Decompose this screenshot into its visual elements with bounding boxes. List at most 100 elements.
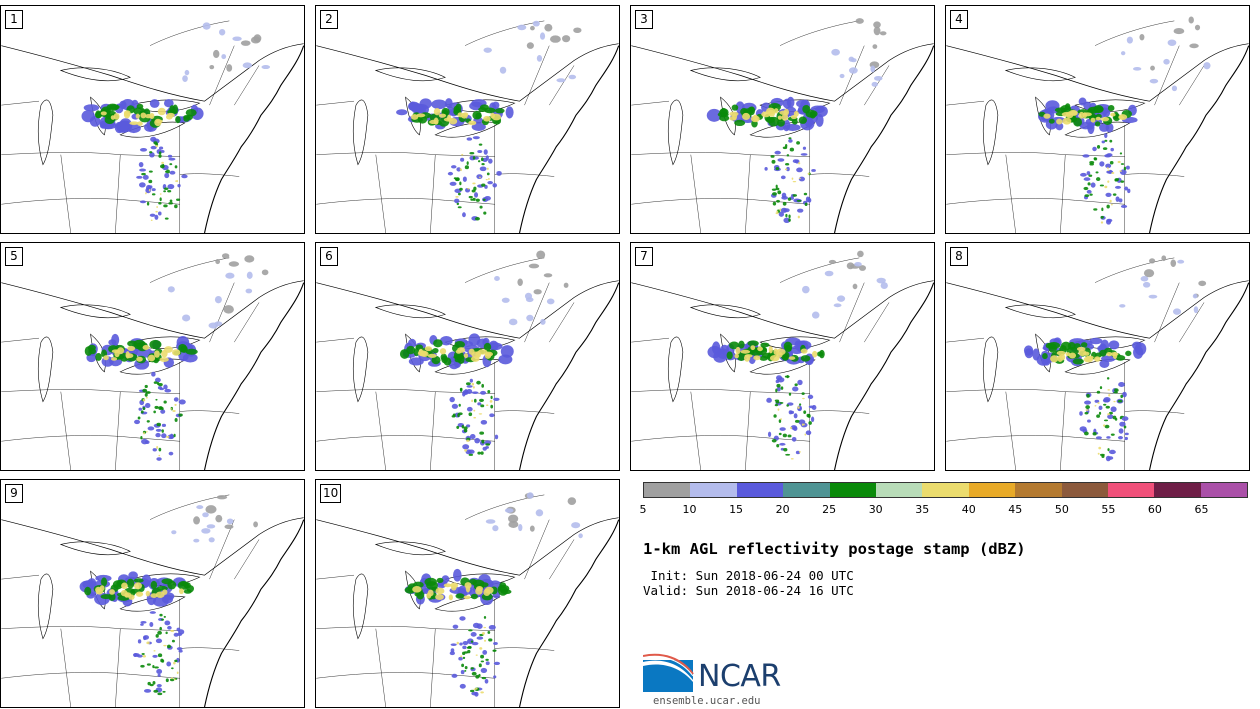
reflectivity-cell [777,115,783,120]
reflectivity-cell [1126,36,1133,44]
reflectivity-cell [536,55,543,62]
reflectivity-cell [462,212,466,218]
colorbar-segment [690,483,737,497]
reflectivity-cell [802,397,805,400]
reflectivity-cell [786,166,790,172]
reflectivity-cell [221,253,230,259]
stamp-panel-8: 8 [945,242,1250,471]
reflectivity-cell [149,683,154,687]
reflectivity-cell [155,119,163,124]
reflectivity-cell [127,340,138,347]
reflectivity-cell [1103,403,1107,406]
reflectivity-cell [1161,255,1167,262]
reflectivity-cell [1109,139,1113,143]
stamp-panel-1: 1 [0,5,305,234]
reflectivity-cell [499,582,507,589]
reflectivity-cell [499,66,507,74]
reflectivity-cell [174,418,178,422]
reflectivity-cell [137,639,142,644]
reflectivity-cell [436,577,444,584]
reflectivity-cell [156,205,158,209]
reflectivity-cell [161,618,164,621]
reflectivity-cell [147,426,155,431]
reflectivity-cell [202,512,209,518]
reflectivity-cell [154,666,159,669]
colorbar-segment [1015,483,1062,497]
reflectivity-cell [801,285,810,294]
reflectivity-cell [157,630,162,635]
reflectivity-cell [183,114,191,120]
reflectivity-cell [1149,78,1159,84]
reflectivity-cell [1072,358,1084,365]
reflectivity-cell [396,109,408,116]
reflectivity-cell [462,112,469,117]
reflectivity-cell [155,398,158,401]
reflectivity-cell [486,167,489,170]
reflectivity-cell [244,255,255,263]
reflectivity-cell [496,170,502,176]
reflectivity-cell [161,423,167,428]
reflectivity-cell [450,643,457,646]
reflectivity-cell [729,116,737,121]
reflectivity-cell [478,663,482,668]
reflectivity-cell [455,593,465,599]
reflectivity-cell [462,391,466,397]
panel-number: 9 [5,484,23,503]
reflectivity-cell [146,184,152,191]
reflectivity-cell [477,451,481,455]
colorbar-segment [1061,483,1108,497]
reflectivity-cell [1112,415,1117,420]
reflectivity-cell [157,386,163,390]
reflectivity-cell [787,434,792,438]
reflectivity-cell [525,297,534,303]
reflectivity-cell [157,692,163,696]
reflectivity-cell [794,383,798,387]
reflectivity-cell [1086,393,1090,398]
reflectivity-cell [1082,112,1092,117]
reflectivity-cell [182,314,191,322]
reflectivity-cell [812,350,818,358]
reflectivity-cell [407,338,417,348]
reflectivity-cell [807,172,810,175]
reflectivity-cell [472,136,480,140]
reflectivity-cell [1097,402,1100,404]
reflectivity-cell [479,205,483,209]
reflectivity-cell [208,537,215,543]
reflectivity-cell [494,434,499,440]
reflectivity-cell [482,198,486,201]
reflectivity-cell [1110,203,1113,206]
reflectivity-cell [456,641,459,645]
reflectivity-cell [150,580,158,590]
reflectivity-cell [136,175,143,179]
reflectivity-cell [776,386,781,392]
figure-title: 1-km AGL reflectivity postage stamp (dBZ… [643,540,1026,558]
reflectivity-cell [205,505,217,514]
reflectivity-cell [163,400,167,404]
reflectivity-cell [1084,411,1089,415]
reflectivity-cell [1119,152,1123,155]
reflectivity-cell [145,391,151,394]
reflectivity-cell [1117,399,1123,403]
panel-number: 8 [950,247,968,266]
reflectivity-cell [479,431,485,435]
reflectivity-cell [469,378,473,383]
reflectivity-cell [214,321,223,327]
reflectivity-cell [777,377,785,383]
colorbar-segment [736,483,784,497]
reflectivity-cell [438,113,447,118]
reflectivity-cell [870,65,876,73]
reflectivity-cell [796,141,801,145]
reflectivity-cell [483,149,488,155]
reflectivity-cell [1107,389,1111,391]
reflectivity-cell [449,181,457,186]
reflectivity-cell [466,161,469,166]
reflectivity-cell [1112,193,1117,196]
reflectivity-cell [119,100,127,110]
reflectivity-cell [1056,118,1063,125]
reflectivity-cell [458,403,461,407]
reflectivity-cell [1086,171,1091,176]
reflectivity-cell [1113,400,1116,403]
reflectivity-cell [494,275,500,281]
reflectivity-cell [1110,406,1117,413]
reflectivity-cell [466,385,473,388]
